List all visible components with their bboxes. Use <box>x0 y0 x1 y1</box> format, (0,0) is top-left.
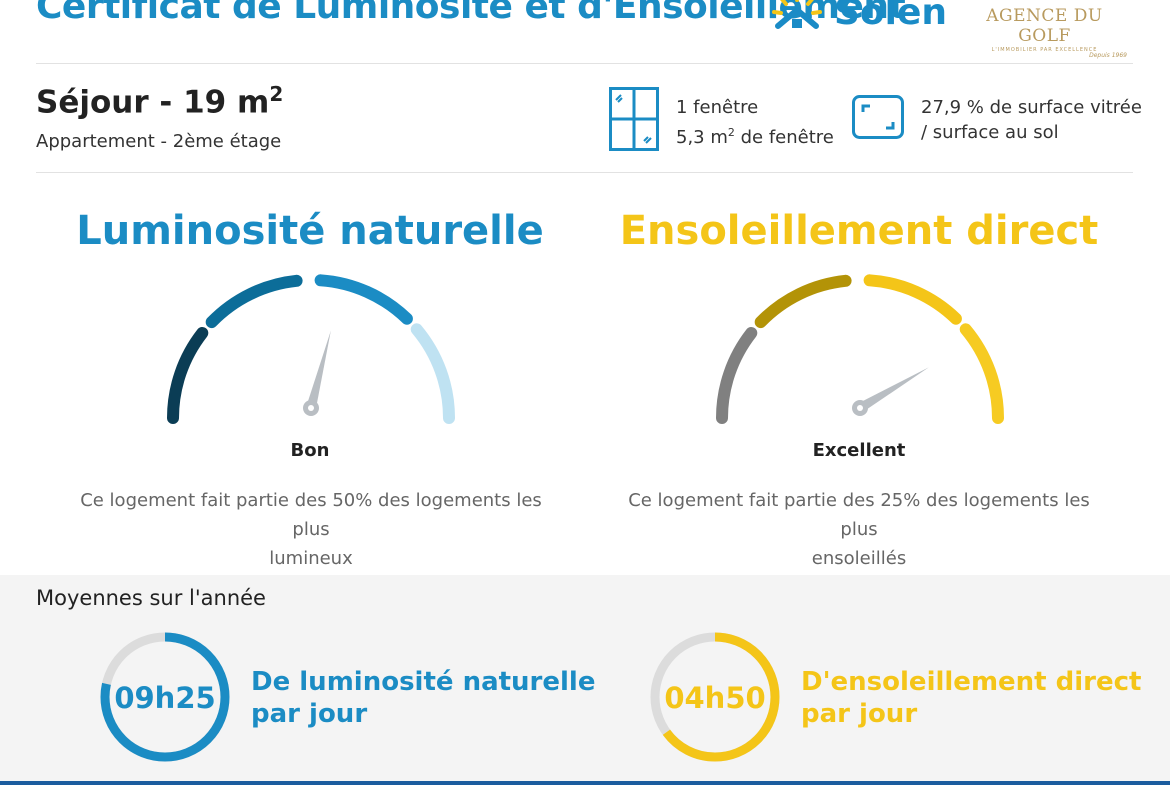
ensoleillement-gauge-needle <box>857 367 929 413</box>
luminosite-gauge-segment-3 <box>314 274 413 325</box>
ensoleillement-daily-label: D'ensoleillement direct par jour <box>801 666 1141 730</box>
luminosite-daily-label-line2: par jour <box>251 699 368 729</box>
ensoleillement-daily-ring: 04h50 <box>650 632 780 762</box>
ensoleillement-gauge <box>716 274 1004 424</box>
ensoleillement-daily-label-line2: par jour <box>801 699 918 729</box>
luminosite-desc-line2: lumineux <box>269 548 353 569</box>
ensoleillement-level: Excellent <box>812 440 906 461</box>
luminosite-description: Ce logement fait partie des 50% des loge… <box>76 486 546 573</box>
window-area-prefix: 5,3 m <box>676 127 728 148</box>
agence-name: AGENCE DU GOLF <box>986 6 1103 46</box>
ensoleillement-description: Ce logement fait partie des 25% des loge… <box>624 486 1094 573</box>
ensoleillement-gauge-segment-3 <box>863 274 962 325</box>
agence-since: Depuis 1969 <box>1089 52 1127 59</box>
window-info: 1 fenêtre 5,3 m2 de fenêtre <box>676 95 834 150</box>
ensoleillement-daily-time: 04h50 <box>664 681 765 715</box>
divider-middle <box>36 172 1133 173</box>
room-subtitle: Appartement - 2ème étage <box>36 131 282 152</box>
ensoleillement-gauge-needle-pin <box>857 405 863 411</box>
luminosite-gauge-segment-4 <box>410 323 455 424</box>
glazed-ratio-line2: / surface au sol <box>921 122 1059 143</box>
ensoleillement-ring-progress <box>650 632 780 762</box>
ensoleillement-title: Ensoleillement direct <box>619 208 1099 254</box>
ensoleillement-gauge-segment-1 <box>716 327 758 424</box>
window-area: 5,3 m2 de fenêtre <box>676 120 834 150</box>
luminosite-ring-progress <box>100 632 230 762</box>
window-count: 1 fenêtre <box>676 97 759 118</box>
luminosite-daily-ring: 09h25 <box>100 632 230 762</box>
ensoleillement-gauge-segment-4 <box>959 323 1004 424</box>
glazed-ratio-line1: 27,9 % de surface vitrée <box>921 97 1142 118</box>
luminosite-gauge-segment-1 <box>167 327 209 424</box>
divider-top <box>36 63 1133 64</box>
certificate-title: Certificat de Luminosité et d'Ensoleille… <box>36 0 906 27</box>
ensoleillement-daily-label-line1: D'ensoleillement direct <box>801 667 1142 697</box>
agence-du-golf-logo: AGENCE DU GOLF L'IMMOBILIER PAR EXCELLEN… <box>962 6 1127 59</box>
surface-ratio-icon <box>852 95 904 139</box>
solen-sun-house-icon <box>772 0 822 29</box>
window-area-suffix: de fenêtre <box>734 127 834 148</box>
luminosite-gauge-segment-2 <box>205 274 303 329</box>
ensoleillement-gauge-segment-2 <box>754 274 852 329</box>
luminosite-daily-label-line1: De luminosité naturelle <box>251 667 596 697</box>
luminosite-gauge <box>167 274 455 424</box>
room-name: Séjour - 19 m <box>36 84 270 121</box>
solen-logo-text: Solen <box>834 0 948 33</box>
luminosite-desc-line1: Ce logement fait partie des 50% des loge… <box>80 490 542 540</box>
solen-logo: Solen <box>772 0 947 34</box>
ensoleillement-desc-line2: ensoleillés <box>811 548 907 569</box>
agence-tagline: L'IMMOBILIER PAR EXCELLENCE <box>991 47 1098 53</box>
luminosite-title: Luminosité naturelle <box>76 208 544 254</box>
window-icon <box>609 87 659 151</box>
ensoleillement-desc-line1: Ce logement fait partie des 25% des loge… <box>628 490 1090 540</box>
yearly-averages-title: Moyennes sur l'année <box>36 586 266 610</box>
luminosite-daily-label: De luminosité naturelle par jour <box>251 666 595 730</box>
room-title: Séjour - 19 m2 <box>36 82 283 120</box>
window-area-sup: 2 <box>727 126 735 139</box>
luminosite-level: Bon <box>290 440 330 461</box>
room-name-sup: 2 <box>269 82 284 106</box>
luminosite-daily-time: 09h25 <box>114 681 215 715</box>
luminosite-gauge-needle <box>306 330 331 410</box>
luminosite-gauge-needle-pin <box>308 405 314 411</box>
footer-bar <box>0 781 1170 785</box>
glazed-ratio-info: 27,9 % de surface vitrée / surface au so… <box>921 95 1142 145</box>
